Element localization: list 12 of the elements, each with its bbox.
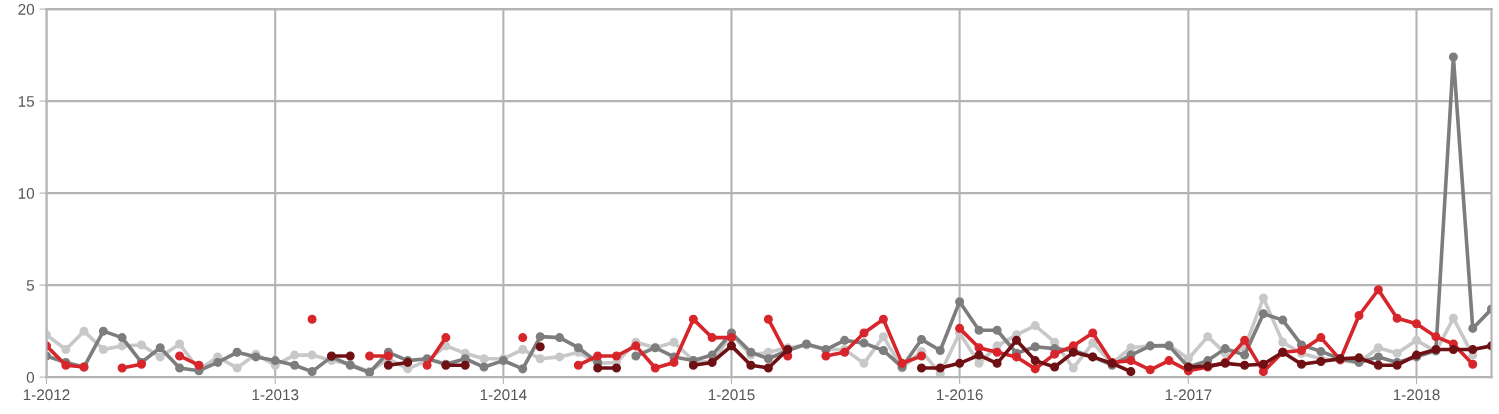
x-tick-label: 1-2013 xyxy=(252,389,299,401)
x-tick-label: 1-2014 xyxy=(480,389,527,401)
y-tick-label: 20 xyxy=(18,3,35,15)
x-tick-label: 1-2018 xyxy=(1393,389,1440,401)
x-tick-label: 1-2015 xyxy=(708,389,755,401)
x-tick-label: 1-2017 xyxy=(1165,389,1212,401)
x-tick-label: 1-2016 xyxy=(937,389,983,401)
y-tick-label: 0 xyxy=(26,372,35,383)
x-tick-label: 1-2012 xyxy=(23,389,70,401)
y-tick-label: 15 xyxy=(18,96,35,107)
y-tick-label: 10 xyxy=(18,188,35,199)
y-tick-label: 5 xyxy=(26,280,35,291)
